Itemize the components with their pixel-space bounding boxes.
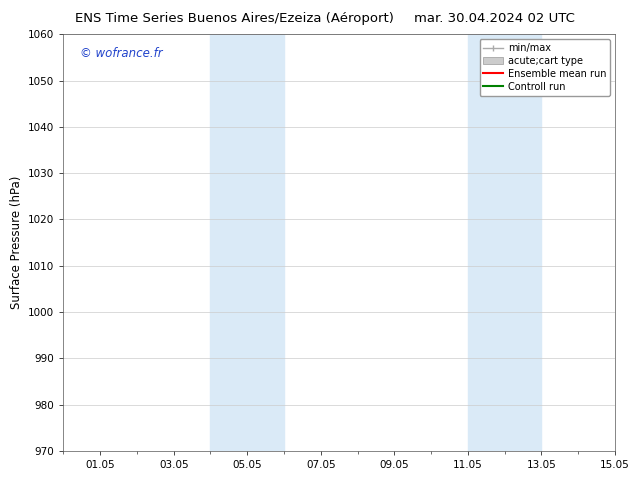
Text: mar. 30.04.2024 02 UTC: mar. 30.04.2024 02 UTC [414, 12, 575, 25]
Legend: min/max, acute;cart type, Ensemble mean run, Controll run: min/max, acute;cart type, Ensemble mean … [479, 39, 610, 96]
Bar [210, 34, 284, 451]
Text: ENS Time Series Buenos Aires/Ezeiza (Aéroport): ENS Time Series Buenos Aires/Ezeiza (Aér… [75, 12, 394, 25]
Y-axis label: Surface Pressure (hPa): Surface Pressure (hPa) [10, 176, 23, 309]
Bar [468, 34, 541, 451]
Text: © wofrance.fr: © wofrance.fr [80, 47, 162, 60]
